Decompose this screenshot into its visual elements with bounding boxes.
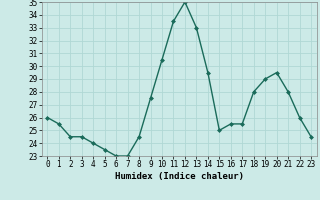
X-axis label: Humidex (Indice chaleur): Humidex (Indice chaleur) [115, 172, 244, 181]
